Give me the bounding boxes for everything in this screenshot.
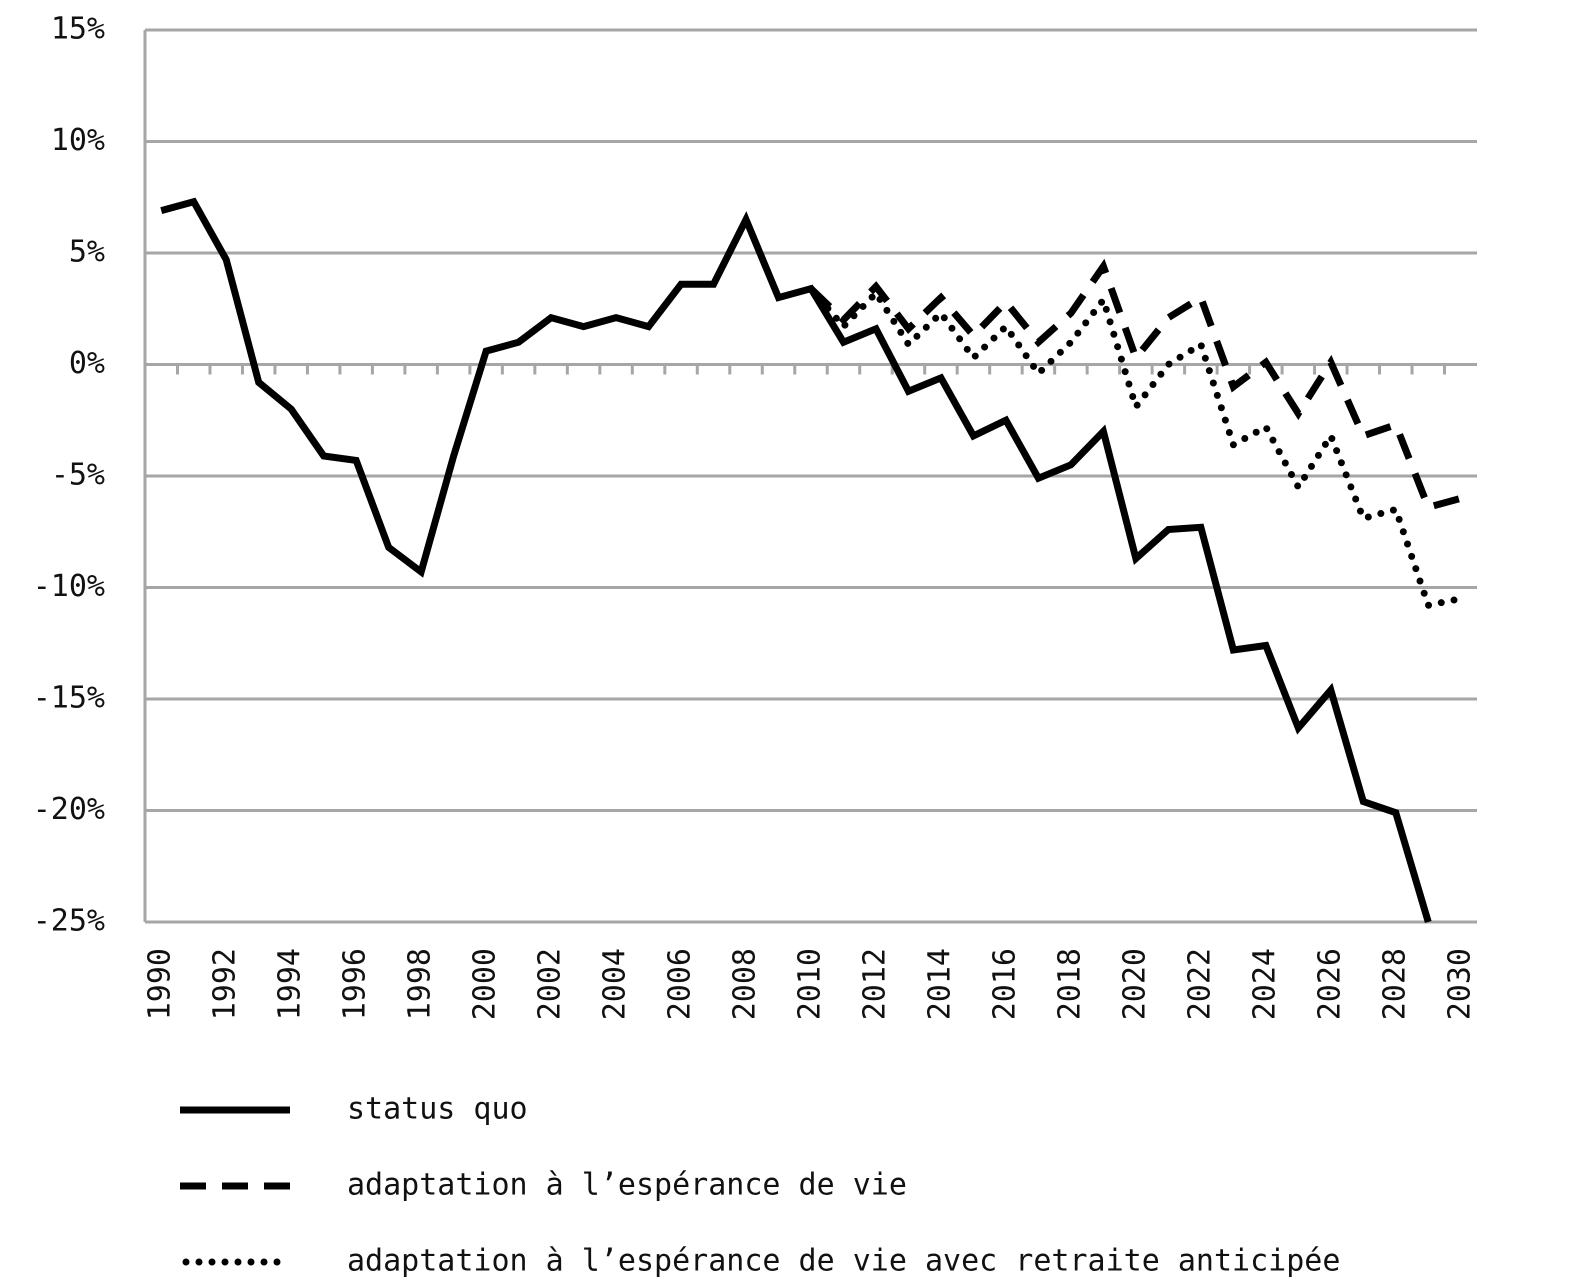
x-tick-label: 2004 — [598, 948, 633, 1020]
series-line — [808, 258, 1462, 512]
x-tick-label: 2028 — [1377, 948, 1412, 1020]
x-tick-label: 2020 — [1117, 948, 1152, 1020]
x-tick-label: 2002 — [533, 948, 568, 1020]
x-tick-label: 1994 — [273, 948, 308, 1020]
x-tick-label: 1996 — [338, 948, 373, 1020]
legend-label: adaptation à l’espérance de vie avec ret… — [347, 1244, 1340, 1279]
legend-label: status quo — [347, 1092, 528, 1127]
x-tick-label: 2000 — [468, 948, 503, 1020]
x-tick-label: 2016 — [987, 948, 1022, 1020]
x-tick-label: 2014 — [922, 948, 957, 1020]
y-tick-label: 5% — [69, 235, 105, 270]
legend-label: adaptation à l’espérance de vie — [347, 1168, 907, 1203]
y-tick-label: 15% — [51, 12, 105, 47]
series-line — [807, 285, 1465, 610]
x-tick-label: 2008 — [728, 948, 763, 1020]
y-tick-label: -25% — [33, 904, 105, 939]
y-tick-label: -10% — [33, 569, 105, 604]
y-tick-label: 0% — [69, 346, 105, 381]
series-line — [160, 197, 1432, 923]
x-tick-label: 2012 — [857, 948, 892, 1020]
x-tick-label: 2024 — [1247, 948, 1282, 1020]
y-tick-label: -5% — [51, 458, 105, 493]
x-tick-label: 2018 — [1052, 948, 1087, 1020]
x-tick-label: 1990 — [143, 948, 178, 1020]
x-tick-label: 2010 — [793, 948, 828, 1020]
y-tick-label: 10% — [51, 123, 105, 158]
x-tick-label: 2030 — [1442, 948, 1477, 1020]
x-tick-label: 2026 — [1312, 948, 1347, 1020]
x-tick-label: 1998 — [403, 948, 438, 1020]
y-tick-label: -20% — [33, 792, 105, 827]
x-tick-label: 2022 — [1182, 948, 1217, 1020]
x-tick-label: 2006 — [663, 948, 698, 1020]
x-tick-label: 1992 — [208, 948, 243, 1020]
y-tick-label: -15% — [33, 681, 105, 716]
